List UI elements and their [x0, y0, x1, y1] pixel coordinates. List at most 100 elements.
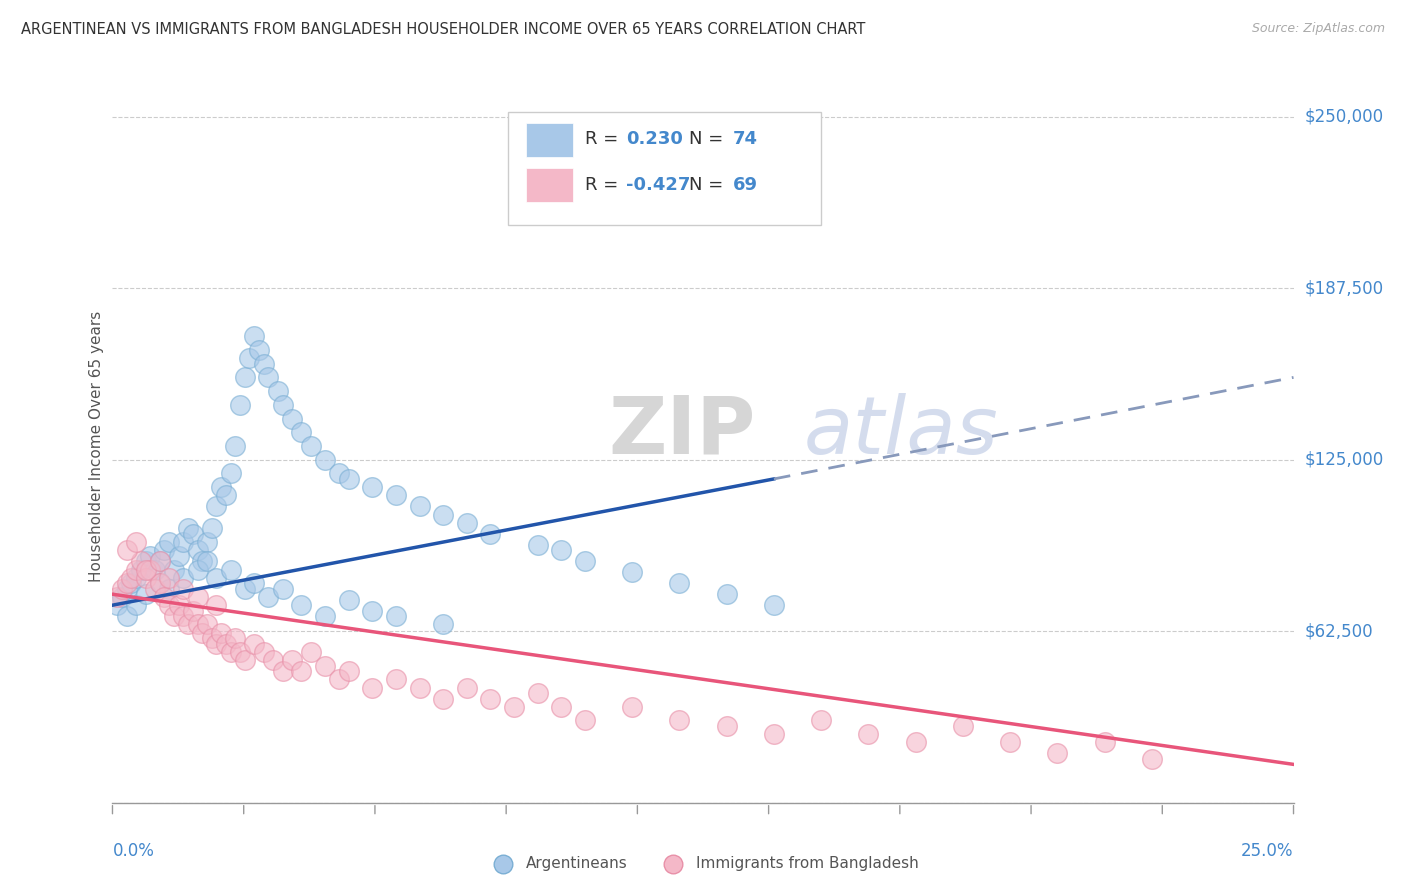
Point — [135, 554, 157, 568]
Point — [229, 398, 252, 412]
Point — [408, 500, 430, 514]
Bar — [526, 123, 574, 157]
Point — [139, 549, 162, 563]
Point — [125, 562, 148, 576]
Text: -0.427: -0.427 — [626, 176, 690, 194]
Point — [209, 480, 232, 494]
Point — [479, 691, 502, 706]
Point — [952, 719, 974, 733]
Point — [167, 598, 190, 612]
Point — [191, 625, 214, 640]
Legend: Argentineans, Immigrants from Bangladesh: Argentineans, Immigrants from Bangladesh — [481, 850, 925, 877]
Point — [172, 582, 194, 596]
Point — [205, 598, 228, 612]
Point — [224, 439, 246, 453]
Point — [337, 664, 360, 678]
Point — [105, 590, 128, 604]
Point — [290, 598, 312, 612]
Point — [177, 521, 200, 535]
Text: N =: N = — [689, 130, 728, 148]
Point — [267, 384, 290, 398]
Point — [998, 735, 1021, 749]
Point — [233, 582, 256, 596]
Point — [574, 714, 596, 728]
Point — [299, 645, 322, 659]
Point — [257, 590, 280, 604]
Text: R =: R = — [585, 130, 624, 148]
Point — [205, 571, 228, 585]
Text: $62,500: $62,500 — [1305, 623, 1374, 640]
Point — [115, 543, 138, 558]
Point — [432, 691, 454, 706]
Point — [163, 562, 186, 576]
Point — [574, 554, 596, 568]
Point — [186, 590, 208, 604]
Point — [139, 562, 162, 576]
Point — [125, 598, 148, 612]
Point — [456, 681, 478, 695]
Text: 69: 69 — [733, 176, 758, 194]
Point — [229, 645, 252, 659]
Point — [201, 631, 224, 645]
Point — [716, 587, 738, 601]
Point — [337, 592, 360, 607]
Point — [219, 467, 242, 481]
Point — [550, 699, 572, 714]
Point — [762, 598, 785, 612]
Point — [219, 645, 242, 659]
Point — [135, 587, 157, 601]
Point — [361, 480, 384, 494]
Point — [361, 681, 384, 695]
Point — [1046, 747, 1069, 761]
Point — [105, 598, 128, 612]
Point — [290, 425, 312, 440]
Point — [215, 488, 238, 502]
Point — [205, 637, 228, 651]
Point — [143, 582, 166, 596]
Point — [181, 526, 204, 541]
Point — [337, 472, 360, 486]
Text: 0.0%: 0.0% — [112, 842, 155, 860]
Point — [149, 576, 172, 591]
Point — [271, 582, 294, 596]
Point — [621, 699, 644, 714]
Point — [247, 343, 270, 357]
Point — [111, 582, 134, 596]
Point — [157, 535, 180, 549]
Point — [361, 604, 384, 618]
Point — [238, 351, 260, 366]
Point — [115, 609, 138, 624]
Text: ARGENTINEAN VS IMMIGRANTS FROM BANGLADESH HOUSEHOLDER INCOME OVER 65 YEARS CORRE: ARGENTINEAN VS IMMIGRANTS FROM BANGLADES… — [21, 22, 866, 37]
Point — [186, 617, 208, 632]
Point — [167, 549, 190, 563]
Point — [271, 398, 294, 412]
Point — [526, 686, 548, 700]
Point — [314, 658, 336, 673]
Point — [810, 714, 832, 728]
Point — [243, 637, 266, 651]
Point — [129, 562, 152, 576]
Text: Source: ZipAtlas.com: Source: ZipAtlas.com — [1251, 22, 1385, 36]
Point — [1094, 735, 1116, 749]
Point — [621, 566, 644, 580]
Point — [668, 714, 690, 728]
Point — [115, 582, 138, 596]
Text: 0.230: 0.230 — [626, 130, 683, 148]
Point — [668, 576, 690, 591]
Point — [149, 576, 172, 591]
Point — [186, 562, 208, 576]
Point — [172, 571, 194, 585]
Point — [526, 538, 548, 552]
Point — [153, 590, 176, 604]
Point — [172, 609, 194, 624]
Text: ZIP: ZIP — [609, 392, 756, 471]
Point — [195, 617, 218, 632]
Point — [129, 554, 152, 568]
Point — [408, 681, 430, 695]
Point — [163, 609, 186, 624]
Point — [233, 370, 256, 384]
Point — [281, 653, 304, 667]
Point — [120, 571, 142, 585]
Point — [290, 664, 312, 678]
Point — [149, 554, 172, 568]
